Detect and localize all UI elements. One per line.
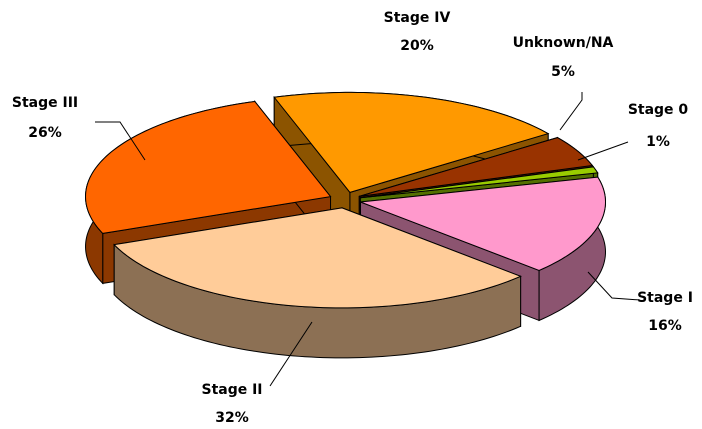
slice-top	[360, 166, 599, 199]
category-label: Stage IV	[384, 10, 451, 26]
slice-top	[273, 91, 550, 193]
leader-line	[587, 271, 641, 301]
slice-top	[113, 207, 522, 309]
value-label: 32%	[215, 410, 249, 426]
value-label: 5%	[551, 64, 575, 80]
value-label: 20%	[400, 38, 434, 54]
category-label: Stage III	[12, 95, 78, 111]
leader-line	[95, 121, 146, 161]
category-label: Stage II	[201, 382, 262, 398]
slice-top	[360, 176, 606, 271]
slice	[113, 207, 522, 359]
leader-line	[269, 321, 313, 387]
value-label: 1%	[646, 134, 670, 150]
category-label: Unknown/NA	[513, 35, 614, 51]
slice-top	[359, 137, 594, 197]
value-label: 26%	[28, 125, 62, 141]
category-label: Stage I	[637, 290, 693, 306]
leader-line	[577, 141, 629, 161]
leader-line	[559, 92, 583, 131]
category-label: Stage 0	[628, 102, 689, 118]
value-label: 16%	[648, 318, 682, 334]
slice-top	[85, 100, 332, 234]
